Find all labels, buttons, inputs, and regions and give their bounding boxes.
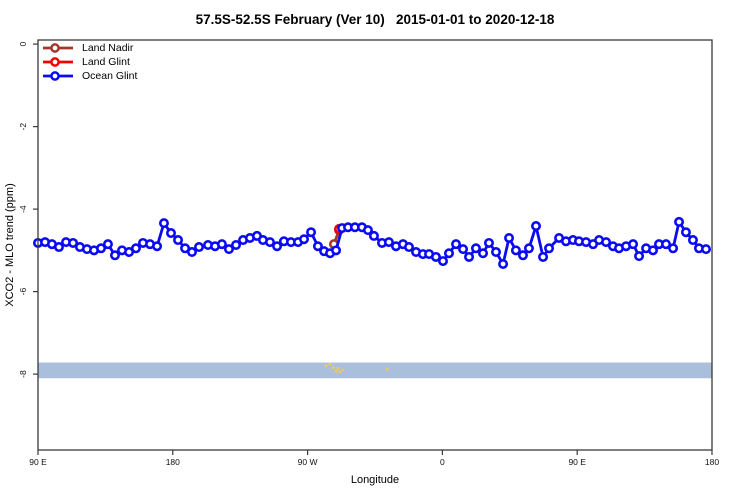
series-ocean-glint xyxy=(32,216,712,269)
legend-marker-icon xyxy=(43,43,73,53)
data-point xyxy=(173,235,184,246)
data-point xyxy=(223,244,234,255)
data-point xyxy=(96,243,107,254)
data-point xyxy=(451,239,462,250)
data-point xyxy=(166,228,177,239)
legend-label: Ocean Glint xyxy=(82,70,138,82)
y-tick-label: -6 xyxy=(18,288,28,296)
data-point xyxy=(628,239,639,250)
legend-label: Land Nadir xyxy=(82,42,134,54)
data-point xyxy=(634,251,645,262)
x-tick-label: 90 E xyxy=(568,457,586,467)
yellow-speck-marker xyxy=(331,366,335,370)
data-point xyxy=(158,218,169,229)
legend: Land Nadir Land Glint Ocean Glint xyxy=(41,41,137,83)
data-point xyxy=(544,243,555,254)
reference-band xyxy=(38,362,712,379)
data-point xyxy=(504,232,515,243)
data-point xyxy=(368,230,379,241)
x-tick-label: 90 W xyxy=(298,457,318,467)
data-point xyxy=(430,251,441,262)
data-point xyxy=(701,244,712,255)
data-point xyxy=(403,242,414,253)
data-point xyxy=(362,225,373,236)
data-point xyxy=(674,216,685,227)
data-point xyxy=(306,227,317,238)
data-point xyxy=(687,235,698,246)
legend-item-land-nadir: Land Nadir xyxy=(41,41,137,55)
x-tick-label: 180 xyxy=(705,457,719,467)
legend-item-land-glint: Land Glint xyxy=(41,55,137,69)
data-point xyxy=(661,239,672,250)
data-point xyxy=(483,237,494,248)
data-point xyxy=(231,240,242,251)
data-point xyxy=(517,250,528,261)
yellow-speck-marker xyxy=(336,366,340,370)
data-point xyxy=(312,241,323,252)
yellow-speck-marker xyxy=(338,370,342,374)
legend-marker-icon xyxy=(43,57,73,67)
data-point xyxy=(152,241,163,252)
y-tick-label: 0 xyxy=(18,41,28,46)
plot-border xyxy=(37,39,713,451)
data-point xyxy=(470,243,481,254)
yellow-speck-marker xyxy=(324,364,328,368)
data-point xyxy=(130,243,141,254)
legend-item-ocean-glint: Ocean Glint xyxy=(41,69,137,83)
x-tick-label: 180 xyxy=(166,457,180,467)
data-point xyxy=(680,227,691,238)
x-tick-label: 90 E xyxy=(29,457,47,467)
data-point xyxy=(458,244,469,255)
data-point xyxy=(186,247,197,258)
data-point xyxy=(331,245,342,256)
y-tick-label: -2 xyxy=(18,123,28,131)
data-point xyxy=(464,251,475,262)
data-point xyxy=(601,237,612,248)
data-point xyxy=(194,242,205,253)
data-point xyxy=(272,241,283,252)
legend-marker-icon xyxy=(43,71,73,81)
yellow-speck-marker xyxy=(328,362,332,366)
data-point xyxy=(477,248,488,259)
data-point xyxy=(53,242,64,253)
y-tick-label: -4 xyxy=(18,205,28,213)
data-point xyxy=(265,237,276,248)
x-tick-label: 0 xyxy=(440,457,445,467)
data-point xyxy=(216,239,227,250)
data-point xyxy=(523,243,534,254)
legend-label: Land Glint xyxy=(82,56,130,68)
chart-title: 57.5S-52.5S February (Ver 10) 2015-01-01… xyxy=(195,12,555,27)
data-point xyxy=(437,256,448,267)
data-point xyxy=(531,221,542,232)
data-point xyxy=(102,239,113,250)
data-point xyxy=(491,247,502,258)
yellow-speck-marker xyxy=(341,368,345,372)
data-point xyxy=(647,245,658,256)
yellow-speck-marker xyxy=(334,369,338,373)
data-point xyxy=(498,258,509,269)
data-point xyxy=(668,243,679,254)
yellow-speck-marker xyxy=(385,367,389,371)
data-point xyxy=(299,234,310,245)
y-axis-label: XCO2 - MLO trend (ppm) xyxy=(4,183,16,307)
y-tick-label: -8 xyxy=(18,370,28,378)
data-point xyxy=(383,237,394,248)
x-axis-label: Longitude xyxy=(350,474,400,486)
data-point xyxy=(68,237,79,248)
data-point xyxy=(510,245,521,256)
data-point xyxy=(538,251,549,262)
data-point xyxy=(443,248,454,259)
data-point xyxy=(109,250,120,261)
